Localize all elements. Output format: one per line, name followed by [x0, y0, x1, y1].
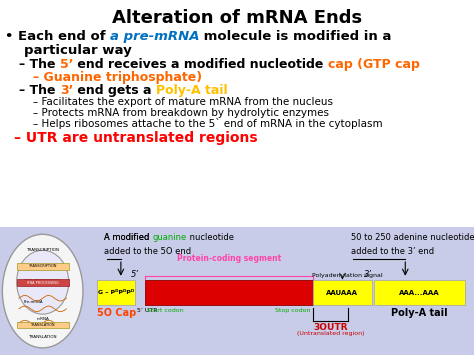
- Text: 3ΟUTR: 3ΟUTR: [313, 323, 348, 332]
- Text: Polyadenylation signal: Polyadenylation signal: [312, 273, 383, 278]
- Bar: [374, 280, 465, 305]
- Text: a pre-mRNA: a pre-mRNA: [110, 30, 200, 43]
- Bar: [313, 280, 372, 305]
- Bar: [97, 280, 135, 305]
- Text: – UTR are untranslated regions: – UTR are untranslated regions: [14, 131, 258, 145]
- Text: added to the 5Ο end: added to the 5Ο end: [104, 247, 191, 256]
- Text: AAA...AAA: AAA...AAA: [399, 290, 440, 296]
- Ellipse shape: [2, 234, 83, 348]
- Text: 5’ UTR: 5’ UTR: [137, 308, 158, 313]
- Text: Alteration of mRNA Ends: Alteration of mRNA Ends: [112, 9, 362, 27]
- Text: 5’: 5’: [60, 58, 73, 71]
- Text: guanine: guanine: [152, 233, 187, 241]
- Text: – Protects mRNA from breakdown by hydrolytic enzymes: – Protects mRNA from breakdown by hydrol…: [33, 108, 329, 118]
- Text: RNA PROCESSING: RNA PROCESSING: [24, 279, 61, 283]
- Text: 5Ο Cap: 5Ο Cap: [97, 308, 136, 318]
- Text: added to the 3’ end: added to the 3’ end: [351, 247, 434, 256]
- Bar: [17, 279, 69, 286]
- Text: 3’: 3’: [60, 84, 73, 97]
- Text: TRANSLATION: TRANSLATION: [28, 335, 57, 339]
- Text: nucleotide: nucleotide: [187, 233, 234, 241]
- Text: end receives a modified nucleotide: end receives a modified nucleotide: [73, 58, 328, 71]
- Text: Protein-coding segment: Protein-coding segment: [177, 255, 281, 263]
- Bar: [17, 322, 69, 328]
- Text: particular way: particular way: [24, 44, 131, 58]
- Text: TRANSCRIPTION: TRANSCRIPTION: [26, 248, 59, 252]
- Text: Start codon: Start codon: [147, 308, 183, 313]
- Text: Stop codon: Stop codon: [275, 308, 310, 313]
- Text: A modified: A modified: [104, 233, 152, 241]
- Text: • Each end of: • Each end of: [5, 30, 110, 43]
- Text: G – PᴰPᴰPᴰ: G – PᴰPᴰPᴰ: [98, 290, 134, 295]
- Text: A modified: A modified: [104, 233, 152, 241]
- Text: 50 to 250 adenine nucleotides: 50 to 250 adenine nucleotides: [351, 233, 474, 241]
- Text: TRANSLATION: TRANSLATION: [30, 323, 55, 327]
- Bar: [145, 280, 313, 305]
- Text: 3’: 3’: [364, 270, 372, 279]
- Text: Pre-mRNA: Pre-mRNA: [23, 300, 43, 304]
- Bar: [0, 227, 474, 355]
- Text: cap (GTP cap: cap (GTP cap: [328, 58, 420, 71]
- Bar: [17, 263, 69, 270]
- Text: TRANSCRIPTION: TRANSCRIPTION: [28, 264, 57, 268]
- Text: RNA PROCESSING: RNA PROCESSING: [27, 280, 58, 285]
- Text: – Facilitates the export of mature mRNA from the nucleus: – Facilitates the export of mature mRNA …: [33, 97, 333, 107]
- Text: (Untranslated region): (Untranslated region): [297, 331, 365, 336]
- Text: AAUAAA: AAUAAA: [327, 290, 358, 296]
- Text: – The: – The: [19, 58, 60, 71]
- Text: end gets a: end gets a: [73, 84, 156, 97]
- Text: – Guanine triphosphate): – Guanine triphosphate): [33, 71, 202, 84]
- Ellipse shape: [17, 250, 69, 314]
- Text: Poly-A tail: Poly-A tail: [391, 308, 448, 318]
- Text: – Helps ribosomes attache to the 5` end of mRNA in the cytoplasm: – Helps ribosomes attache to the 5` end …: [33, 118, 383, 129]
- Text: – The: – The: [19, 84, 60, 97]
- Text: mRNA: mRNA: [36, 317, 49, 322]
- Text: molecule is modified in a: molecule is modified in a: [200, 30, 392, 43]
- Text: Poly-A tail: Poly-A tail: [156, 84, 228, 97]
- Text: 5’: 5’: [131, 270, 139, 279]
